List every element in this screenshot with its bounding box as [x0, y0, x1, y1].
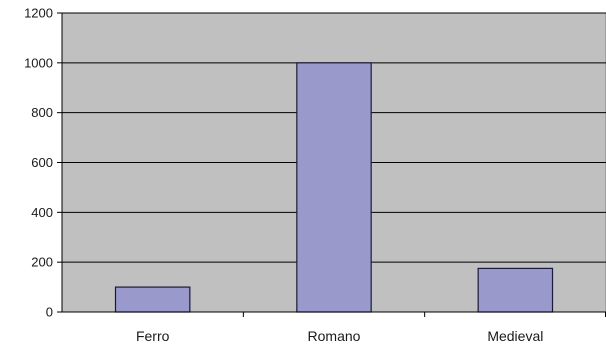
- y-tick-label: 0: [46, 305, 53, 320]
- x-tick-label: Ferro: [136, 328, 170, 344]
- y-axis-tick-labels: 0 200 400 600 800 1000 1200: [24, 6, 53, 320]
- bar-medieval: [477, 267, 554, 313]
- x-tick-label: Romano: [308, 328, 361, 344]
- y-tick-label: 200: [31, 255, 53, 270]
- axes: [57, 12, 606, 317]
- x-tick-label: Medieval: [487, 328, 543, 344]
- y-tick-label: 1200: [24, 6, 53, 21]
- y-tick-label: 400: [31, 205, 53, 220]
- y-tick-label: 600: [31, 155, 53, 170]
- bar-romano: [296, 62, 372, 313]
- bar-ferro: [114, 286, 191, 313]
- y-tick-label: 800: [31, 105, 53, 120]
- y-tick-label: 1000: [24, 55, 53, 70]
- x-axis-tick-labels: Ferro Romano Medieval: [136, 328, 543, 344]
